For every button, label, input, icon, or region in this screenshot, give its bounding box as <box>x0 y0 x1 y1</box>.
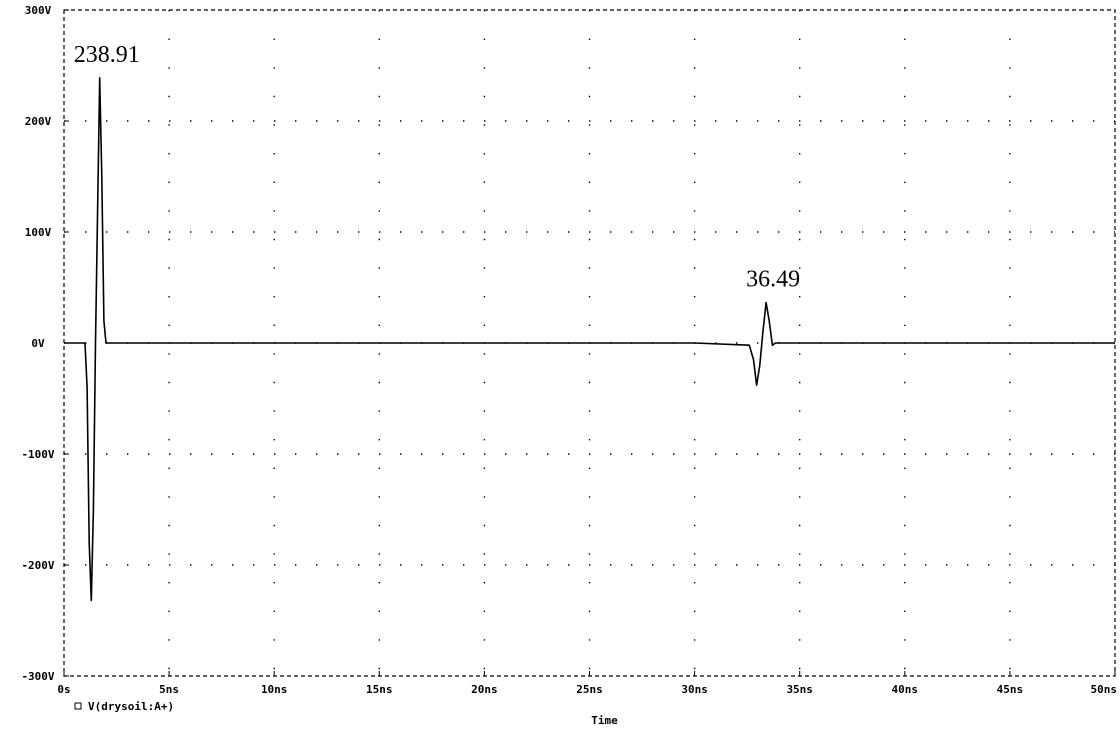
x-tick-label: 45ns <box>997 683 1024 696</box>
x-tick-label: 25ns <box>576 683 603 696</box>
x-axis-label: Time <box>591 714 618 727</box>
x-tick-label: 5ns <box>159 683 179 696</box>
y-tick-label: -200V <box>21 559 54 572</box>
series-line <box>64 77 1115 602</box>
y-tick-label: 200V <box>25 115 52 128</box>
peak-annotation: 36.49 <box>746 266 800 292</box>
x-tick-label: 0s <box>57 683 70 696</box>
y-tick-label: -100V <box>21 448 54 461</box>
y-tick-label: 0V <box>31 337 45 350</box>
x-tick-label: 40ns <box>892 683 919 696</box>
tick-layer: 0s 5ns 10ns 15ns 20ns 25ns 30ns 35ns 40ns 45ns 50n… <box>21 4 1117 696</box>
x-tick-label: 30ns <box>681 683 708 696</box>
annotation-layer: 238.91 36.49 <box>74 42 800 293</box>
y-tick-label: 100V <box>25 226 52 239</box>
legend-label: V(drysoil:A+) <box>88 700 174 713</box>
peak-annotation: 238.91 <box>74 42 140 68</box>
x-tick-label: 35ns <box>786 683 813 696</box>
x-tick-label: 20ns <box>471 683 498 696</box>
x-tick-label: 10ns <box>261 683 288 696</box>
x-tick-label: 50ns <box>1091 683 1118 696</box>
legend-marker-icon <box>74 702 82 710</box>
y-tick-label: -300V <box>21 670 54 683</box>
x-tick-label: 15ns <box>366 683 393 696</box>
y-tick-label: 300V <box>25 4 52 17</box>
series-layer <box>64 77 1115 602</box>
legend: V(drysoil:A+) <box>74 700 174 713</box>
